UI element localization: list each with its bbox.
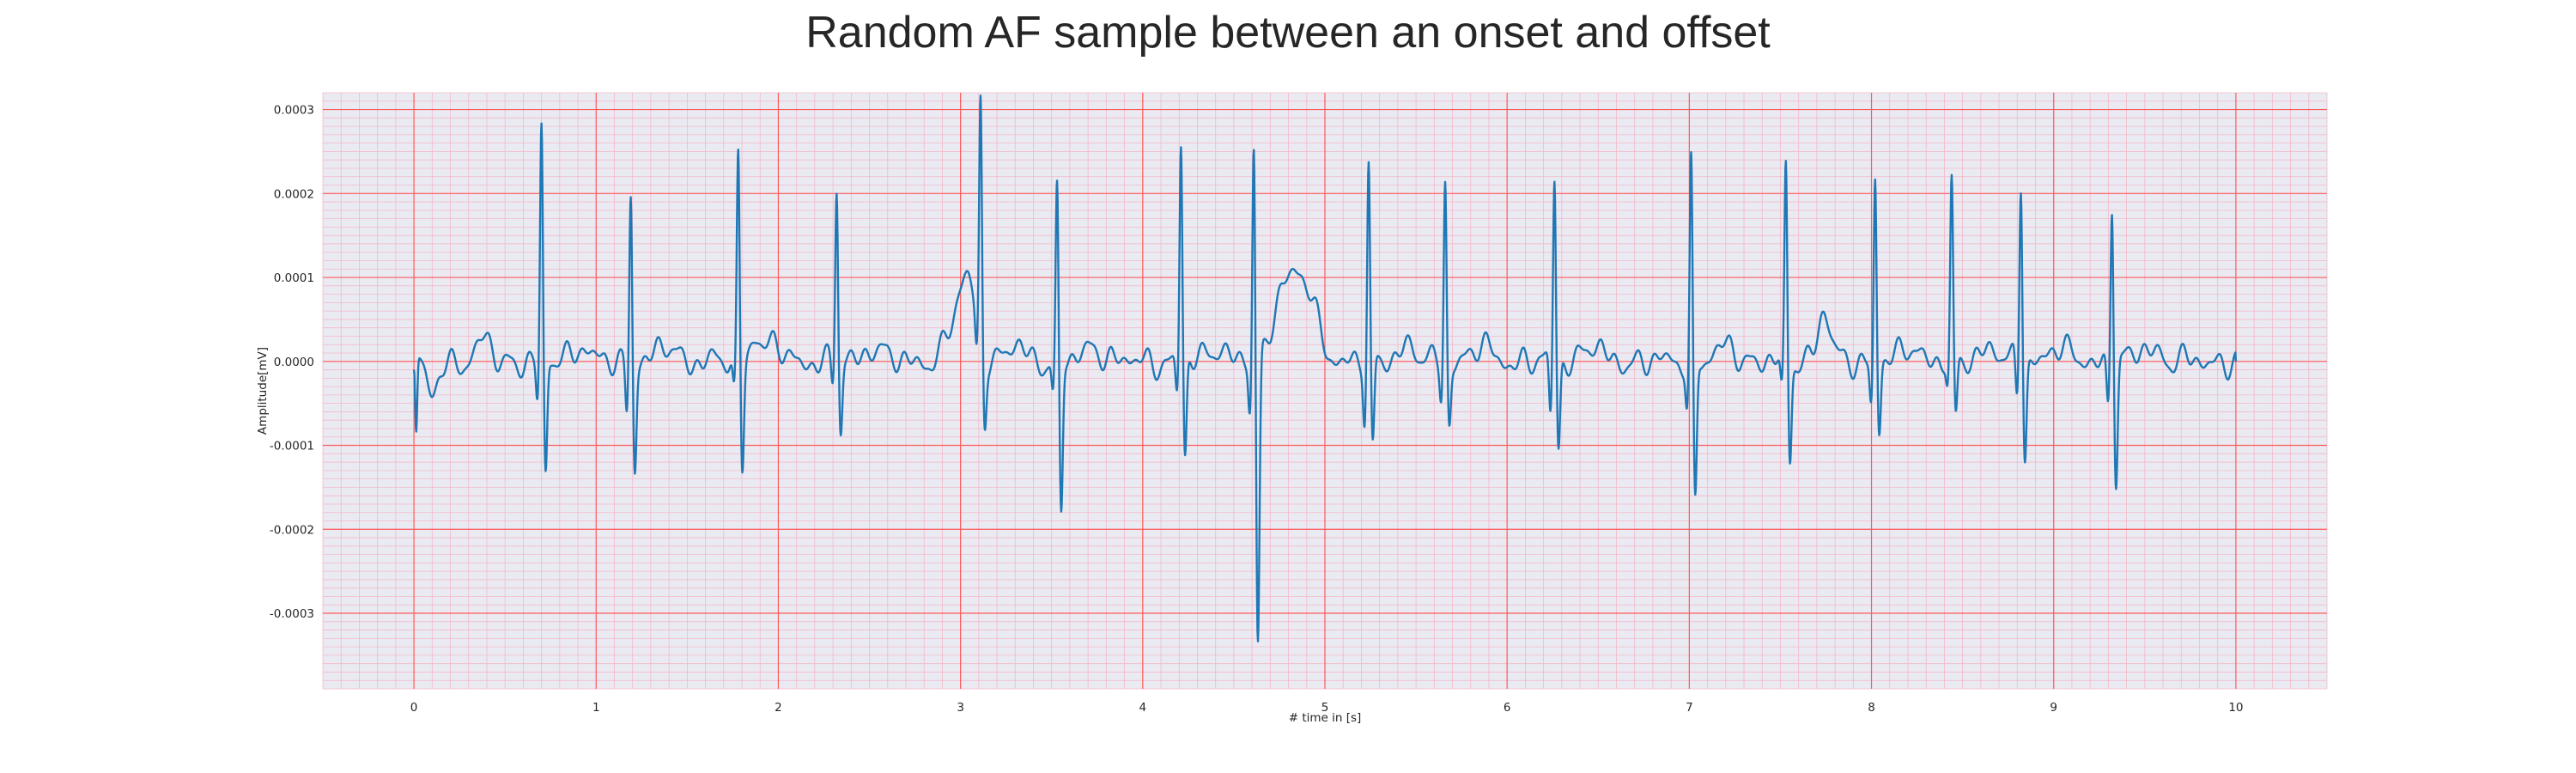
x-tick-label: 10: [2228, 701, 2243, 715]
x-tick-label: 7: [1686, 701, 1693, 715]
y-tick-label: -0.0003: [270, 607, 314, 621]
x-tick-label: 8: [1868, 701, 1875, 715]
x-axis-label: # time in [s]: [1289, 711, 1362, 725]
x-tick-label: 2: [775, 701, 782, 715]
x-axis-ticks: 0 1 2 3 4 5 6 7 8 9 10: [410, 701, 2244, 715]
y-axis-label: Amplitude[mV]: [256, 347, 270, 435]
y-tick-label: -0.0002: [270, 523, 314, 537]
x-tick-label: 1: [592, 701, 600, 715]
y-tick-label: 0.0002: [274, 187, 314, 201]
x-tick-label: 6: [1504, 701, 1511, 715]
y-tick-label: 0.0000: [274, 356, 314, 369]
x-tick-label: 0: [410, 701, 418, 715]
ecg-series-line: [412, 94, 2238, 642]
y-axis-ticks: 0.0003 0.0002 0.0001 0.0000 -0.0001 -0.0002 -0…: [270, 104, 314, 621]
x-tick-label: 4: [1139, 701, 1147, 715]
x-tick-label: 9: [2050, 701, 2057, 715]
y-tick-label: 0.0003: [274, 104, 314, 118]
x-tick-label: 5: [1321, 701, 1329, 715]
chart-title: Random AF sample between an onset and of…: [805, 8, 1771, 58]
y-tick-label: -0.0001: [270, 440, 314, 453]
y-tick-label: 0.0001: [274, 271, 314, 285]
x-tick-label: 3: [957, 701, 964, 715]
